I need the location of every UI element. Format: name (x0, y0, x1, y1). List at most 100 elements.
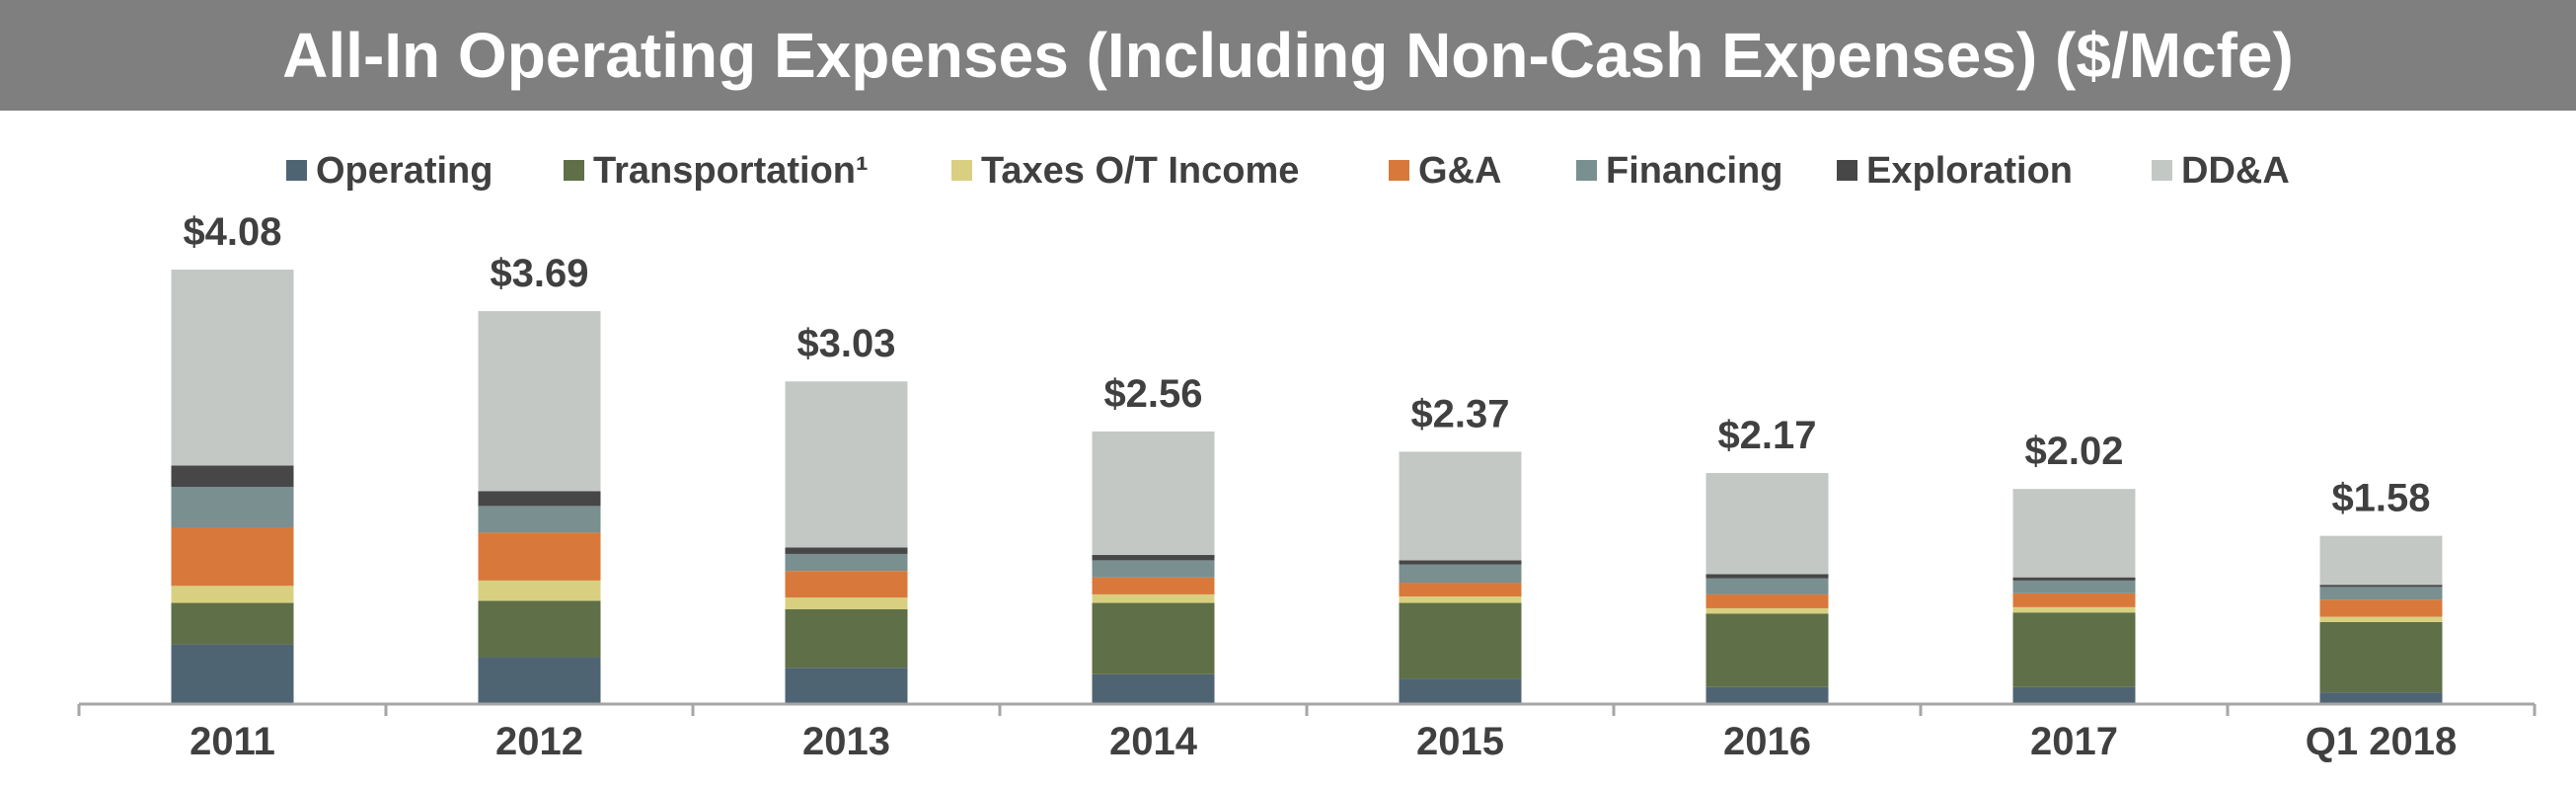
bar-segment-operating (1399, 678, 1522, 704)
bar-segment-financing (785, 553, 908, 572)
legend: Operating Transportation¹ Taxes O/T Income… (286, 150, 2290, 192)
legend-label: Operating (316, 150, 492, 192)
legend-label: Taxes O/T Income (981, 150, 1299, 192)
bar-segment-operating (478, 657, 601, 704)
total-label: $2.37 (1410, 392, 1509, 435)
legend-label: G&A (1418, 150, 1501, 192)
bar-segment-taxes-o-t-income (2012, 606, 2136, 613)
bar-segment-operating (1092, 673, 1215, 704)
x-tick-label: 2015 (1416, 720, 1504, 763)
legend-item-dd-a: DD&A (2152, 150, 2290, 192)
bar-segment-financing (1399, 564, 1522, 584)
bar-segment-taxes-o-t-income (171, 586, 294, 603)
total-labels: $4.08 $3.69 $3.03 $2.56 $2.37 $2.17 $2.02 $1.58 (183, 210, 2430, 520)
total-label: $2.56 (1103, 372, 1202, 416)
x-tick-label: 2013 (802, 720, 890, 763)
bar-segment-dd-a (2012, 489, 2136, 578)
bar-segment-transportation (1092, 602, 1215, 674)
x-tick-label: 2012 (495, 720, 583, 763)
bar-segment-exploration (785, 547, 908, 554)
total-label: $2.02 (2024, 430, 2123, 473)
total-label: $3.03 (796, 322, 895, 365)
bar-segment-dd-a (171, 270, 294, 466)
bar-segment-dd-a (1399, 451, 1522, 561)
bar-stack-2014 (1092, 431, 1215, 704)
bar-stack-2016 (1705, 472, 1829, 704)
legend-swatch (951, 160, 972, 181)
x-tick-label: 2016 (1723, 720, 1811, 763)
bar-segment-financing (171, 487, 294, 527)
bar-stack-q1-2018 (2319, 535, 2443, 704)
bar-segment-g-a (2319, 599, 2443, 617)
total-label: $3.69 (490, 252, 588, 295)
bar-segment-g-a (171, 526, 294, 587)
bar-segment-dd-a (1092, 431, 1215, 556)
bar-segment-g-a (2012, 592, 2136, 607)
bar-stack-2013 (785, 381, 908, 704)
bar-segment-g-a (478, 532, 601, 581)
bar-segment-dd-a (785, 381, 908, 548)
bar-segment-taxes-o-t-income (1705, 607, 1829, 614)
legend-label: Financing (1606, 150, 1782, 192)
bar-segment-exploration (2319, 585, 2443, 588)
bar-segment-transportation (171, 602, 294, 645)
x-tick-label: 2017 (2030, 720, 2118, 763)
bar-segment-operating (2319, 692, 2443, 704)
legend-item-operating: Operating (286, 150, 492, 192)
legend-swatch (2152, 160, 2172, 181)
bar-segment-operating (2012, 686, 2136, 704)
total-label: $1.58 (2331, 477, 2430, 520)
legend-label: DD&A (2181, 150, 2290, 192)
legend-item-exploration: Exploration (1837, 150, 2073, 192)
x-tick-label: 2011 (189, 720, 275, 763)
bar-segment-transportation (785, 609, 908, 669)
bar-segment-exploration (171, 465, 294, 487)
bar-segment-taxes-o-t-income (478, 580, 601, 601)
bar-segment-transportation (1399, 602, 1522, 679)
bar-segment-financing (1092, 560, 1215, 578)
bar-segment-transportation (2012, 612, 2136, 687)
bar-segment-financing (1705, 578, 1829, 594)
bar-segment-dd-a (478, 311, 601, 492)
legend-item-taxes-o-t-income: Taxes O/T Income (951, 150, 1299, 192)
x-axis: 2011 2012 2013 2014 2015 2016 2017 Q1 2018 (77, 702, 2537, 763)
bar-segment-operating (171, 644, 294, 704)
legend-item-g-a: G&A (1389, 150, 1501, 192)
bar-segment-exploration (1399, 560, 1522, 565)
title-bar: All-In Operating Expenses (Including Non… (0, 0, 2576, 111)
bar-segment-taxes-o-t-income (1092, 593, 1215, 603)
legend-swatch (1576, 160, 1597, 181)
legend-item-transportation: Transportation¹ (564, 150, 869, 192)
bar-segment-operating (1705, 686, 1829, 704)
legend-label: Exploration (1866, 150, 2073, 192)
bar-segment-transportation (1705, 613, 1829, 687)
bar-segment-dd-a (2319, 535, 2443, 586)
bars (171, 270, 2443, 704)
bar-segment-financing (2012, 580, 2136, 593)
bar-stack-2017 (2012, 489, 2136, 704)
total-label: $4.08 (183, 210, 281, 254)
legend-swatch (564, 160, 584, 181)
legend-swatch (286, 160, 307, 181)
bar-segment-exploration (1092, 555, 1215, 561)
bar-segment-taxes-o-t-income (785, 597, 908, 610)
bar-segment-g-a (1399, 583, 1522, 597)
bar-segment-g-a (785, 571, 908, 598)
bar-segment-taxes-o-t-income (2319, 616, 2443, 622)
bar-segment-dd-a (1705, 472, 1829, 575)
bar-segment-financing (2319, 587, 2443, 600)
bar-segment-exploration (478, 491, 601, 507)
chart-title: All-In Operating Expenses (Including Non… (282, 20, 2294, 91)
bar-segment-exploration (2012, 577, 2136, 581)
bar-segment-taxes-o-t-income (1399, 596, 1522, 603)
total-label: $2.17 (1717, 414, 1816, 457)
legend-swatch (1389, 160, 1409, 181)
bar-segment-g-a (1092, 577, 1215, 594)
legend-item-financing: Financing (1576, 150, 1782, 192)
bar-segment-exploration (1705, 574, 1829, 579)
legend-label: Transportation¹ (593, 150, 869, 192)
bar-stack-2011 (171, 270, 294, 704)
bar-segment-transportation (2319, 621, 2443, 693)
x-tick-label: Q1 2018 (2306, 720, 2457, 763)
